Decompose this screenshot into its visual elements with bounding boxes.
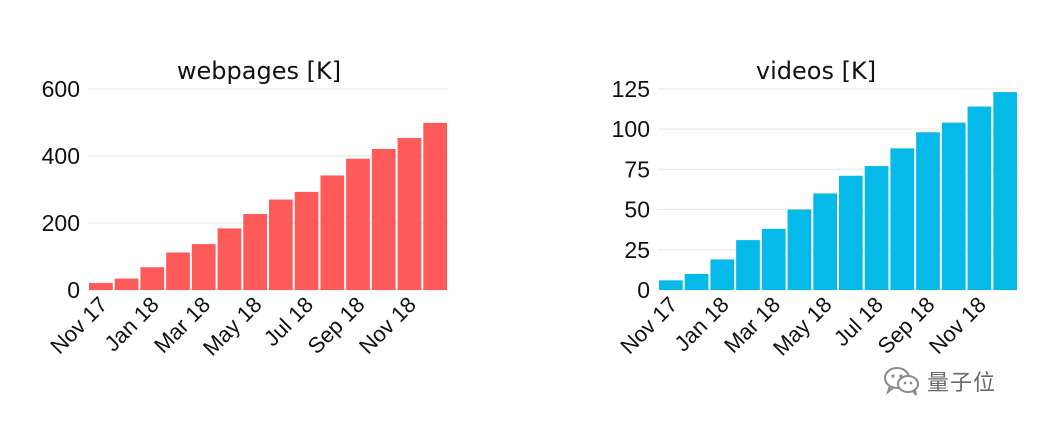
bar (217, 228, 242, 290)
bar (320, 175, 345, 290)
y-tick-label: 25 (624, 237, 650, 263)
bar (916, 132, 940, 290)
bar (839, 175, 863, 290)
bar (269, 199, 293, 290)
x-tick-label: Nov 18 (354, 292, 421, 359)
bar (191, 244, 216, 290)
bar (423, 122, 447, 290)
bar (736, 240, 760, 290)
bar (787, 209, 812, 290)
watermark: 量子位 (883, 363, 996, 399)
bar (371, 148, 396, 290)
y-tick-label: 400 (42, 143, 80, 169)
y-tick-label: 0 (637, 277, 650, 303)
chart-title: videos [K] (756, 57, 876, 85)
wechat-icon (884, 367, 919, 396)
y-tick-label: 0 (67, 277, 80, 303)
bar (941, 122, 966, 290)
x-tick-label: Sep 18 (303, 292, 370, 359)
bar (114, 278, 139, 290)
bar (294, 191, 319, 290)
bar (890, 148, 915, 290)
bar (967, 106, 992, 290)
bar (659, 280, 683, 290)
x-tick-label: Sep 18 (873, 292, 940, 359)
bar (684, 273, 709, 290)
x-tick-label: May 18 (198, 292, 267, 361)
bar (397, 137, 422, 290)
y-tick-label: 100 (612, 116, 650, 142)
bar (993, 92, 1017, 290)
y-tick-label: 125 (612, 76, 650, 102)
bar (89, 282, 113, 290)
bar (166, 252, 190, 290)
bar (813, 193, 837, 290)
watermark-text: 量子位 (927, 371, 997, 396)
bar (346, 158, 370, 290)
bar (710, 259, 735, 290)
bar (140, 267, 165, 290)
y-tick-label: 75 (624, 156, 650, 182)
x-tick-label: May 18 (768, 292, 837, 361)
bar (864, 166, 889, 290)
bar (761, 228, 786, 290)
y-tick-label: 50 (624, 197, 650, 223)
bar (243, 213, 267, 290)
y-tick-label: 200 (42, 210, 80, 236)
chart-title: webpages [K] (177, 57, 341, 85)
y-tick-label: 600 (42, 76, 80, 102)
x-tick-label: Nov 18 (924, 292, 991, 359)
